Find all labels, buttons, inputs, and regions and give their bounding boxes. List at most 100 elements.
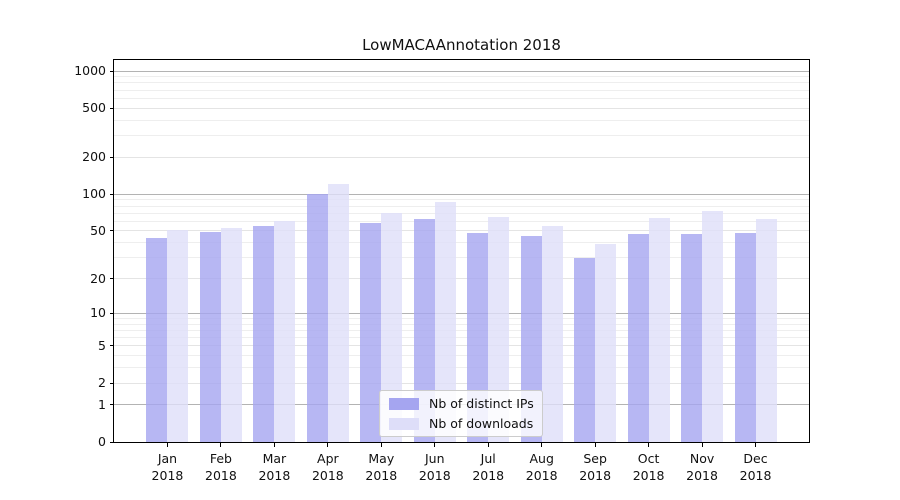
x-tick-mark: [648, 443, 650, 447]
minor-gridline: [114, 329, 809, 331]
minor-gridline: [114, 230, 809, 232]
minor-gridline: [114, 119, 809, 121]
bar-distinct-ips: [199, 231, 221, 442]
y-tick-label: 50: [90, 222, 106, 238]
bar-distinct-ips: [413, 218, 435, 442]
y-tick-mark: [110, 156, 114, 158]
x-tick-label: Jul 2018: [472, 451, 505, 483]
y-tick-mark: [110, 193, 114, 195]
y-tick-label: 5: [98, 337, 106, 353]
legend-label-distinct-ips: Nb of distinct IPs: [429, 396, 534, 411]
x-tick-label: Feb 2018: [205, 451, 237, 483]
major-gridline: [114, 312, 809, 314]
y-tick-mark: [110, 382, 114, 384]
major-gridline: [114, 70, 809, 72]
minor-gridline: [114, 323, 809, 325]
y-tick-mark: [110, 70, 114, 72]
x-tick-mark: [220, 443, 222, 447]
bar-distinct-ips: [467, 233, 489, 442]
y-tick-label: 2: [98, 375, 106, 390]
y-tick-label: 200: [82, 149, 106, 165]
x-tick-mark: [327, 443, 329, 447]
bar-distinct-ips: [734, 233, 756, 442]
bar-downloads: [755, 218, 777, 442]
bar-downloads: [274, 221, 296, 442]
minor-gridline: [114, 135, 809, 137]
y-tick-label: 1: [98, 396, 106, 412]
legend: Nb of distinct IPs Nb of downloads: [379, 390, 543, 437]
minor-gridline: [114, 257, 809, 259]
x-tick-label: Apr 2018: [311, 451, 344, 483]
x-tick-label: Aug 2018: [525, 451, 558, 483]
y-tick-label: 20: [90, 270, 106, 286]
minor-gridline: [114, 367, 809, 369]
y-tick-label: 100: [82, 186, 106, 202]
minor-gridline: [114, 382, 809, 384]
y-tick-mark: [110, 312, 114, 314]
legend-entry-distinct-ips: Nb of distinct IPs: [389, 396, 534, 411]
x-tick-label: Mar 2018: [258, 451, 291, 483]
bar-distinct-ips: [253, 225, 275, 442]
bar-downloads: [702, 210, 724, 442]
x-tick-label: Nov 2018: [686, 451, 718, 483]
y-tick-label: 10: [90, 305, 106, 321]
bar-distinct-ips: [146, 237, 168, 442]
x-tick-mark: [434, 443, 436, 447]
bar-downloads: [327, 184, 349, 442]
minor-gridline: [114, 337, 809, 338]
major-gridline: [114, 193, 809, 195]
minor-gridline: [114, 212, 809, 214]
minor-gridline: [114, 220, 809, 222]
x-tick-label: Sep 2018: [579, 451, 612, 483]
y-tick-label: 0: [98, 434, 106, 449]
bar-distinct-ips: [627, 234, 649, 442]
minor-gridline: [114, 156, 809, 158]
y-tick-label: 1000: [74, 63, 106, 78]
chart-title: LowMACAAnnotation 2018: [362, 36, 561, 54]
minor-gridline: [114, 76, 809, 78]
minor-gridline: [114, 278, 809, 279]
minor-gridline: [114, 107, 809, 109]
x-tick-label: Dec 2018: [739, 451, 772, 483]
x-tick-mark: [487, 443, 489, 447]
bar-downloads: [488, 217, 510, 442]
y-tick-mark: [110, 278, 114, 279]
bar-downloads: [381, 213, 403, 442]
bar-downloads: [648, 217, 670, 442]
bar-downloads: [434, 201, 456, 442]
legend-entry-downloads: Nb of downloads: [389, 416, 533, 431]
plot-area: [113, 59, 810, 443]
y-tick-mark: [110, 345, 114, 347]
bar-downloads: [595, 243, 617, 442]
x-tick-mark: [755, 443, 757, 447]
y-tick-mark: [110, 230, 114, 232]
bar-downloads: [541, 225, 563, 442]
minor-gridline: [114, 199, 809, 201]
y-tick-mark: [110, 404, 114, 406]
y-tick-mark: [110, 441, 114, 443]
x-tick-mark: [273, 443, 275, 447]
bar-distinct-ips: [681, 234, 703, 442]
x-tick-mark: [166, 443, 168, 447]
bar-downloads: [220, 227, 242, 442]
x-tick-label: May 2018: [365, 451, 398, 483]
legend-swatch-downloads: [389, 417, 419, 430]
bar-downloads: [167, 229, 189, 442]
minor-gridline: [114, 345, 809, 347]
bar-distinct-ips: [574, 257, 596, 442]
x-tick-mark: [701, 443, 703, 447]
x-tick-label: Jun 2018: [418, 451, 451, 483]
x-tick-label: Oct 2018: [632, 451, 665, 483]
bar-distinct-ips: [360, 223, 382, 442]
minor-gridline: [114, 97, 809, 99]
x-tick-label: Jan 2018: [151, 451, 184, 483]
minor-gridline: [114, 89, 809, 91]
y-tick-mark: [110, 107, 114, 109]
minor-gridline: [114, 205, 809, 207]
minor-gridline: [114, 82, 809, 84]
bar-distinct-ips: [306, 194, 328, 442]
legend-swatch-distinct-ips: [389, 397, 419, 410]
minor-gridline: [114, 317, 809, 319]
minor-gridline: [114, 355, 809, 357]
